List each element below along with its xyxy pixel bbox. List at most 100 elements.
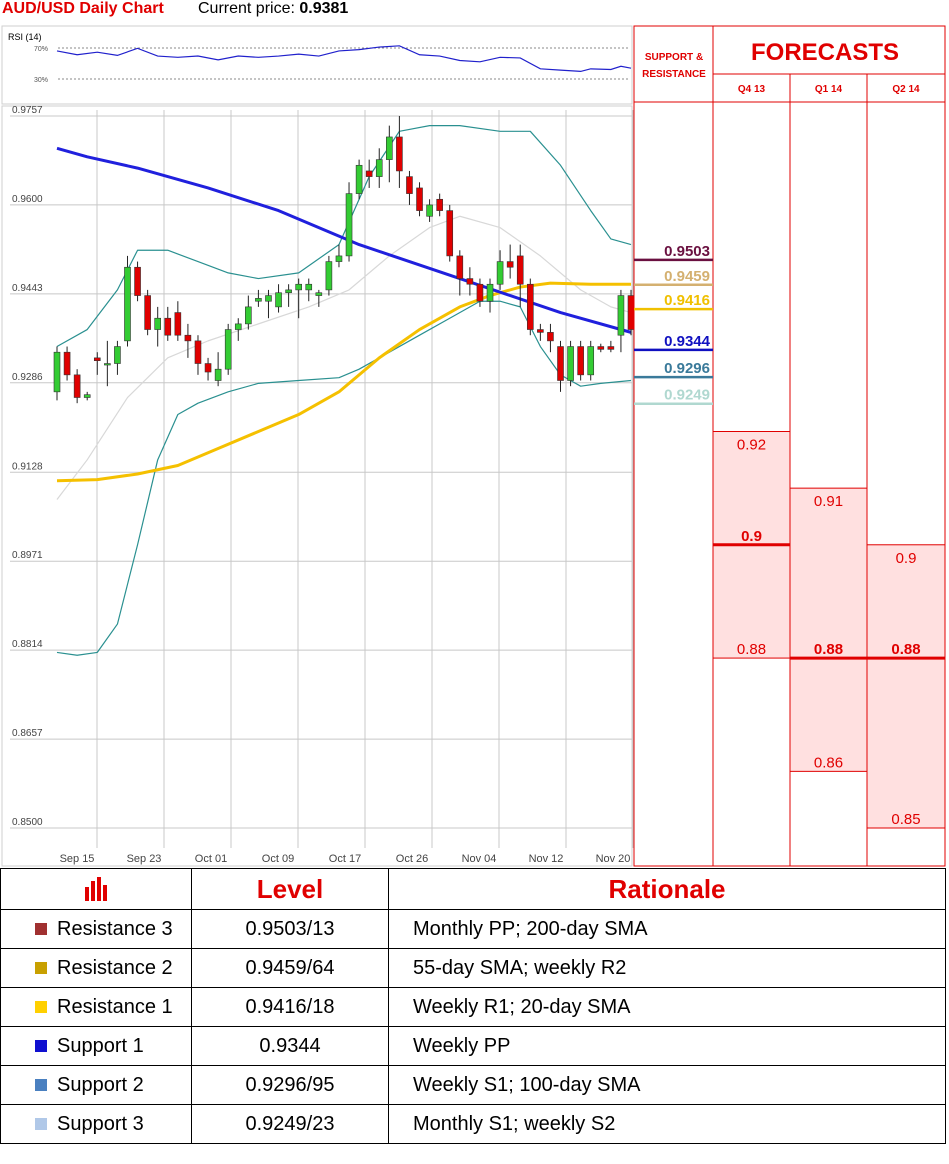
candle-body: [476, 283, 484, 302]
table-row: Support 1 0.9344 Weekly PP: [0, 1026, 946, 1066]
candle-body: [446, 210, 454, 257]
sr-level-value: 0.9344: [664, 333, 711, 350]
candle-body: [617, 295, 625, 336]
candle-body: [93, 357, 101, 361]
candle-body: [345, 193, 353, 257]
candle-body: [184, 334, 192, 342]
sr-level-value: 0.9416: [664, 292, 710, 309]
y-tick-label: 0.8500: [12, 817, 43, 828]
candle-body: [567, 346, 574, 381]
forecast-mid: 0.88: [891, 641, 920, 658]
candle-body: [245, 306, 252, 325]
y-tick-label: 0.9128: [12, 461, 43, 472]
level-name-cell: Resistance 3: [0, 909, 192, 949]
candle-body: [607, 346, 615, 350]
y-tick-label: 0.9286: [12, 372, 43, 383]
candle-body: [597, 346, 605, 350]
candle-body: [83, 394, 91, 398]
forecast-range: [866, 544, 946, 829]
candle-body: [305, 283, 313, 291]
table-row: Resistance 3 0.9503/13 Monthly PP; 200-day…: [0, 909, 946, 949]
chart-canvas: RSI (14) 70% 30% 0.9757 0.9600 0.9443 0.9286 0.…: [1, 25, 946, 867]
x-tick-label: Oct 17: [329, 853, 361, 865]
candle-body: [406, 176, 413, 194]
candle-body: [315, 292, 323, 296]
level-value: 0.9503/13: [191, 909, 389, 949]
current-price: Current price: 0.9381: [198, 0, 348, 18]
candle-body: [577, 346, 584, 376]
candle-body: [557, 346, 564, 381]
candle-body: [255, 298, 262, 302]
candle-body: [295, 283, 302, 291]
level-value: 0.9249/23: [191, 1104, 389, 1144]
lower-band-line: [56, 300, 632, 656]
level-name: Resistance 2: [57, 956, 173, 979]
candle-body: [134, 266, 141, 296]
y-tick-label: 0.9443: [12, 283, 43, 294]
levels-table: Level Rationale Resistance 3 0.9503/13 Mon…: [0, 868, 946, 1144]
chart-header: AUD/USD Daily Chart Current price: 0.938…: [0, 0, 633, 22]
candle-body: [496, 261, 504, 285]
candle-body: [365, 170, 373, 177]
level-value: 0.9344: [191, 1026, 389, 1066]
x-tick-label: Nov 20: [596, 853, 631, 865]
sma20-line: [56, 215, 632, 500]
table-row: Resistance 2 0.9459/64 55-day SMA; weekly …: [0, 948, 946, 988]
level-swatch: [35, 1040, 47, 1053]
candle-body: [325, 261, 333, 291]
y-tick-label: 0.9757: [12, 105, 43, 116]
candle-body: [285, 289, 292, 294]
candle-body: [627, 295, 635, 330]
y-tick-label: 0.8657: [12, 728, 43, 739]
level-rationale: Monthly S1; weekly S2: [388, 1104, 946, 1144]
candle-body: [53, 351, 61, 393]
quarter-label: Q1 14: [815, 84, 843, 95]
level-header: Level: [191, 868, 389, 910]
x-tick-label: Sep 15: [60, 853, 95, 865]
rsi-label: RSI (14): [8, 32, 42, 42]
candle-body: [73, 374, 81, 398]
level-name: Resistance 1: [57, 995, 173, 1018]
level-name-cell: Support 1: [0, 1026, 192, 1066]
x-tick-label: Nov 12: [529, 853, 564, 865]
sr-level-value: 0.9459: [664, 268, 710, 285]
chart-title: AUD/USD Daily Chart: [2, 0, 164, 17]
candle-body: [375, 159, 383, 177]
level-rationale: Weekly S1; 100-day SMA: [388, 1065, 946, 1105]
candle-body: [486, 283, 494, 302]
sr-header-line1: SUPPORT &: [645, 52, 703, 63]
level-swatch: [35, 962, 47, 975]
y-tick-label: 0.8814: [12, 639, 43, 650]
sr-header-line2: RESISTANCE: [642, 69, 706, 80]
price-value: 0.9381: [299, 0, 349, 17]
level-name-cell: Resistance 1: [0, 987, 192, 1027]
candle-body: [224, 329, 232, 370]
candle-body: [114, 346, 121, 364]
level-rationale: Weekly PP: [388, 1026, 946, 1066]
forecast-mid: 0.88: [814, 641, 843, 658]
candle-body: [164, 317, 172, 336]
level-name: Resistance 3: [57, 917, 173, 940]
quarter-label: Q4 13: [738, 84, 766, 95]
candle-body: [104, 363, 111, 366]
level-swatch: [35, 1118, 47, 1131]
bar-chart-icon: [85, 877, 107, 901]
candle-body: [275, 292, 282, 308]
forecast-mid: 0.9: [741, 528, 762, 545]
candle-body: [214, 368, 222, 381]
candle-body: [386, 136, 393, 160]
level-swatch: [35, 1001, 47, 1014]
candle-body: [516, 255, 524, 285]
level-name: Support 1: [57, 1034, 144, 1057]
candle-body: [204, 363, 212, 373]
candle-body: [63, 351, 71, 376]
candle-body: [466, 278, 474, 285]
candle-body: [506, 261, 514, 268]
candle-body: [587, 346, 595, 376]
level-name-cell: Resistance 2: [0, 948, 192, 988]
candle-body: [547, 332, 554, 342]
candle-body: [335, 255, 343, 262]
quarter-label: Q2 14: [892, 84, 920, 95]
candle-body: [416, 187, 423, 211]
candle-body: [174, 312, 182, 336]
